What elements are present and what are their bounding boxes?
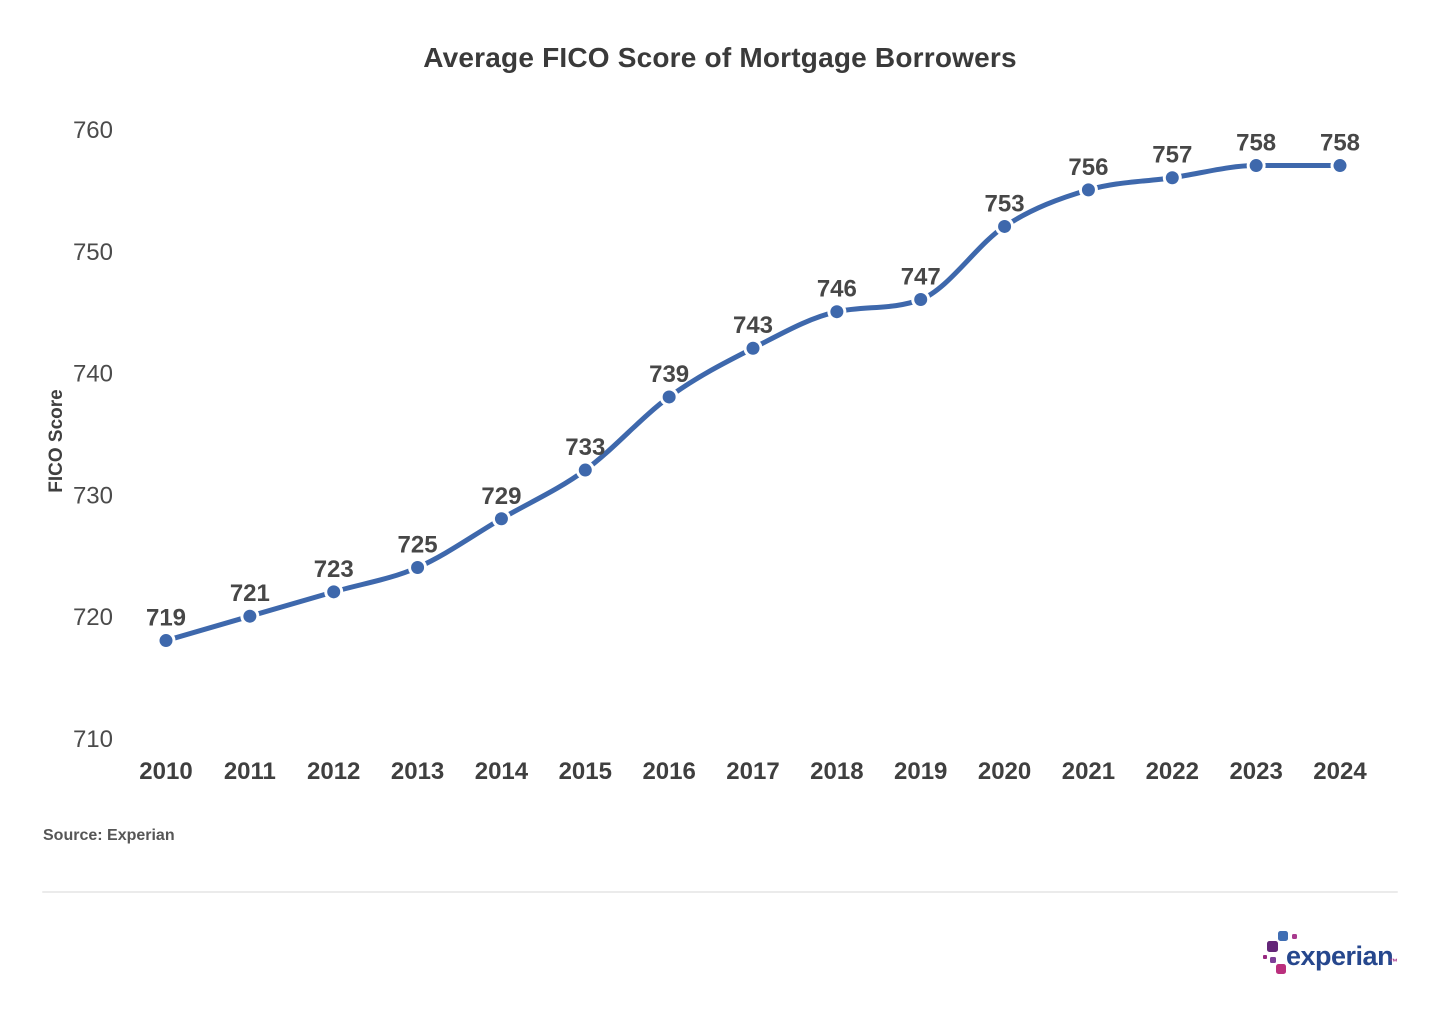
experian-logo-squares-icon: [1263, 931, 1297, 974]
experian-wordmark: experian: [1286, 941, 1394, 971]
y-tick-label: 710: [73, 726, 113, 753]
x-tick-label: 2017: [726, 758, 779, 785]
data-point: [159, 634, 173, 648]
data-point-label: 753: [985, 190, 1025, 217]
data-point: [327, 585, 341, 599]
logo-dot-pink-top: [1292, 934, 1297, 939]
data-point: [243, 609, 257, 623]
source-note: Source: Experian: [43, 827, 175, 844]
data-point: [411, 560, 425, 574]
logo-square-pink: [1276, 964, 1286, 974]
footer-divider: [42, 891, 1398, 893]
y-axis-title: FICO Score: [46, 389, 67, 492]
data-point-label: 723: [314, 556, 354, 583]
x-tick-label: 2010: [139, 758, 192, 785]
data-point-label: 719: [146, 605, 186, 632]
y-tick-label: 760: [73, 117, 113, 144]
data-point: [662, 390, 676, 404]
x-tick-label: 2020: [978, 758, 1031, 785]
data-point: [1165, 171, 1179, 185]
data-point-label: 725: [398, 531, 438, 558]
x-tick-label: 2024: [1313, 758, 1367, 785]
y-tick-label: 720: [73, 604, 113, 631]
x-tick-label: 2013: [391, 758, 444, 785]
data-point-label: 758: [1320, 130, 1360, 157]
x-tick-label: 2023: [1229, 758, 1282, 785]
logo-square-purple: [1267, 941, 1278, 952]
data-point-label: 733: [565, 434, 605, 461]
data-point: [998, 219, 1012, 233]
data-point-label: 746: [817, 276, 857, 303]
logo-dot-violet: [1270, 957, 1276, 963]
data-point-label: 721: [230, 580, 270, 607]
data-point: [914, 293, 928, 307]
data-point: [1249, 159, 1263, 173]
data-point-label: 739: [649, 361, 689, 388]
data-point: [830, 305, 844, 319]
data-point-label: 757: [1152, 142, 1192, 169]
y-tick-label: 740: [73, 361, 113, 388]
y-tick-label: 750: [73, 239, 113, 266]
data-point-label: 743: [733, 312, 773, 339]
x-tick-label: 2018: [810, 758, 863, 785]
x-tick-label: 2014: [475, 758, 529, 785]
x-tick-label: 2012: [307, 758, 360, 785]
experian-trademark: ™: [1389, 957, 1398, 967]
data-point: [746, 341, 760, 355]
x-tick-label: 2016: [642, 758, 695, 785]
data-point: [1081, 183, 1095, 197]
x-tick-label: 2019: [894, 758, 947, 785]
data-point-label: 729: [481, 483, 521, 510]
data-point: [494, 512, 508, 526]
chart-title: Average FICO Score of Mortgage Borrowers: [423, 42, 1017, 73]
logo-dot-magenta: [1263, 955, 1267, 959]
data-point: [1333, 159, 1347, 173]
data-point-label: 747: [901, 264, 941, 291]
logo-square-blue: [1278, 931, 1288, 941]
x-tick-label: 2022: [1146, 758, 1199, 785]
x-tick-label: 2021: [1062, 758, 1115, 785]
y-tick-label: 730: [73, 482, 113, 509]
fico-line-chart: 710 720 730 740 750 760 FICO Score 2010 2011 2012…: [46, 117, 1367, 785]
data-point-label: 756: [1068, 154, 1108, 181]
x-tick-label: 2011: [224, 758, 276, 785]
data-point-label: 758: [1236, 130, 1276, 157]
x-tick-label: 2015: [559, 758, 612, 785]
data-point: [578, 463, 592, 477]
experian-logo: experian ™: [1260, 926, 1410, 982]
